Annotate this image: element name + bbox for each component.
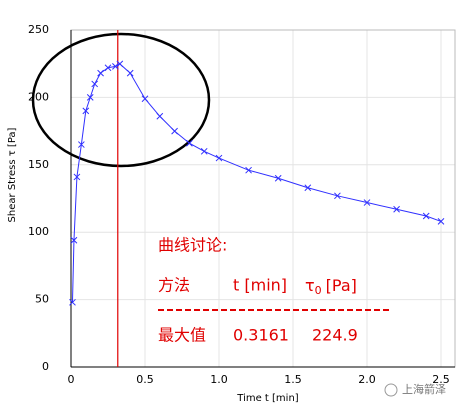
x-tick-label: 1.0 [210, 373, 228, 386]
data-point [104, 64, 112, 72]
x-tick-label: 2.5 [432, 373, 450, 386]
data-point [70, 236, 78, 244]
y-tick-label: 150 [28, 158, 49, 171]
data-point [82, 107, 90, 115]
data-point [112, 63, 119, 70]
annotation-header: 方法 [158, 276, 190, 295]
data-point [245, 166, 252, 174]
series-line [71, 63, 442, 303]
data-point [91, 80, 99, 88]
data-point [116, 60, 124, 68]
data-point [86, 94, 94, 101]
data-point [69, 298, 76, 306]
x-tick-label: 0 [68, 373, 75, 386]
x-tick-label: 1.5 [284, 373, 302, 386]
data-point [304, 184, 312, 192]
data-point [215, 154, 223, 162]
data-point [334, 192, 341, 200]
data-point [126, 69, 134, 77]
watermark-icon [384, 383, 398, 397]
data-point [437, 218, 445, 225]
y-tick-label: 200 [28, 90, 49, 103]
data-point [156, 112, 164, 120]
annotation-value: 224.9 [312, 326, 358, 345]
data-point [186, 139, 193, 147]
tau-unit: [Pa] [326, 276, 357, 295]
y-tick-label: 250 [28, 23, 49, 36]
data-point [274, 174, 282, 182]
x-tick-label: 0.5 [136, 373, 154, 386]
annotation-row-label: 最大值 [158, 326, 206, 345]
y-tick-label: 0 [42, 360, 49, 373]
plot-frame [70, 29, 456, 368]
y-tick-label: 100 [28, 225, 49, 238]
tau-symbol: τ [305, 276, 315, 295]
data-point [200, 147, 208, 155]
data-point [141, 95, 149, 103]
y-tick-label: 50 [35, 293, 49, 306]
data-point [171, 127, 178, 135]
highlight-circle [31, 32, 211, 168]
data-point [97, 69, 104, 77]
data-point [78, 141, 85, 148]
data-point [73, 173, 81, 181]
annotation-title: 曲线讨论: [158, 236, 227, 255]
watermark: 上海箭泽 [402, 382, 446, 396]
x-axis-label: Time t [min] [236, 393, 299, 404]
grid [70, 29, 455, 368]
data-point [422, 212, 430, 220]
annotation-header: t [min] [233, 276, 287, 295]
data-point [393, 205, 400, 213]
annotation-header: τ0 [Pa] [305, 276, 357, 298]
data-point [363, 199, 371, 206]
annotation: 曲线讨论: 方法 t [min] τ0 [Pa] 最大值 0.3161 224.9 [158, 236, 392, 345]
annotation-value: 0.3161 [233, 326, 289, 345]
x-tick-label: 2.0 [358, 373, 376, 386]
tau-subscript: 0 [315, 284, 322, 297]
y-axis-label: Shear Stress τ [Pa] [7, 127, 18, 222]
